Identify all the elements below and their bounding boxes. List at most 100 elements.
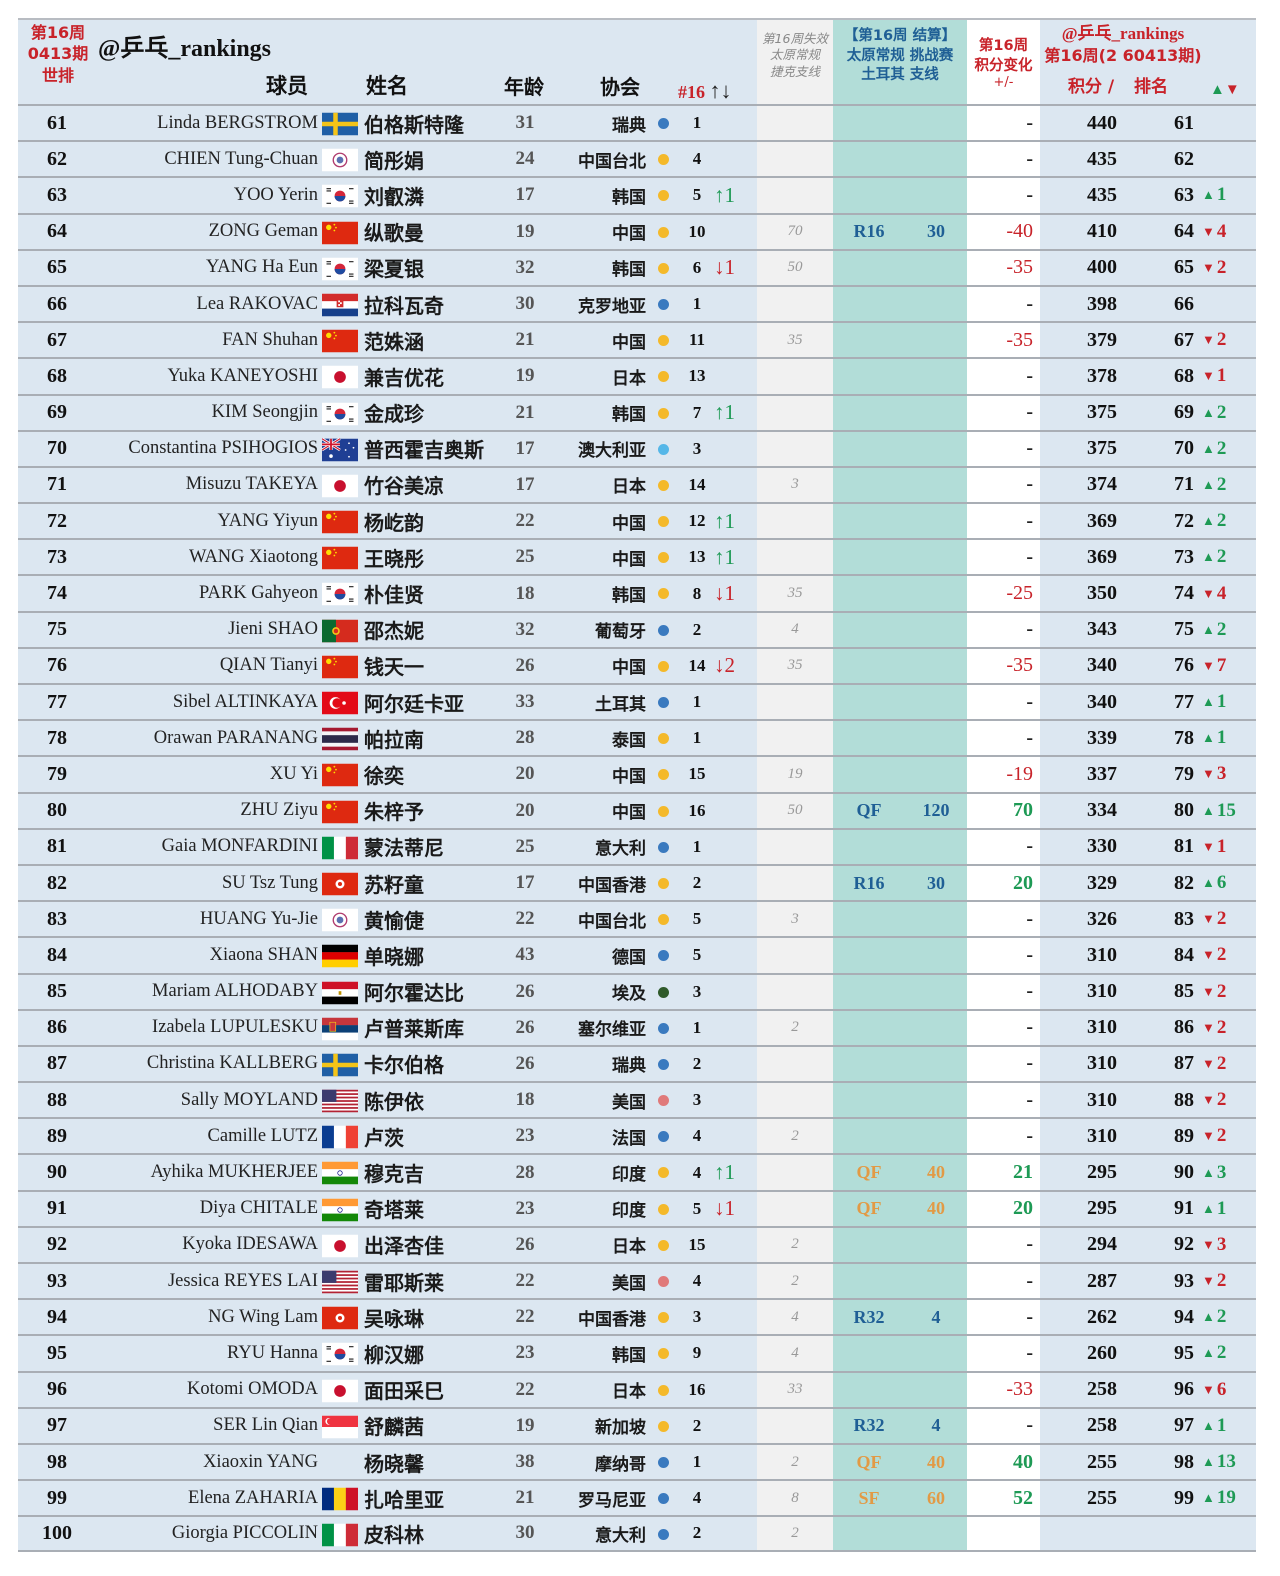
settlement-points: 4	[931, 1415, 941, 1436]
expired-points	[757, 540, 833, 574]
total-points: 334	[1087, 799, 1117, 822]
national-rank-change: ↑1	[714, 508, 735, 533]
table-row: 100 Giorgia PICCOLIN 皮科林 30 意大利 2 2	[18, 1515, 1256, 1552]
world-rank: 63	[47, 183, 67, 206]
association-dot-icon	[658, 1167, 669, 1179]
new-rank: 69	[1174, 401, 1194, 424]
rank-change: ▲ 1	[1202, 691, 1227, 713]
national-rank: 7	[692, 402, 702, 422]
player-name-zh: 金成珍	[364, 402, 424, 427]
settlement-points	[905, 685, 967, 719]
table-row: 66 Lea RAKOVAC 拉科瓦奇 30 克罗地亚 1 - 398 66	[18, 284, 1256, 321]
player-name-zh: 单晓娜	[364, 944, 424, 969]
rank-change: ▼ 3	[1202, 763, 1227, 785]
italy-flag-icon	[322, 836, 358, 860]
player-name-en: Linda BERGSTROM	[157, 112, 318, 133]
portugal-flag-icon	[322, 619, 358, 643]
rank-change: ▼ 2	[1202, 1016, 1227, 1038]
world-rank: 93	[47, 1269, 67, 1292]
player-name-en: Kyoka IDESAWA	[182, 1234, 318, 1255]
player-name-zh: 伯格斯特隆	[364, 112, 464, 137]
korea-flag-icon	[322, 184, 358, 208]
new-rank: 88	[1174, 1088, 1194, 1111]
total-points: 255	[1087, 1486, 1117, 1509]
new-rank: 67	[1174, 328, 1194, 351]
table-row: 77 Sibel ALTINKAYA 阿尔廷卡亚 33 土耳其 1 - 340 77 ▲ 1	[18, 683, 1256, 719]
points-change: -25	[1006, 582, 1033, 605]
association: 中国	[612, 549, 646, 570]
new-rank: 76	[1174, 654, 1194, 677]
table-row: 86 Izabela LUPULESKU 卢普莱斯库 26 塞尔维亚 1 2 - 310 86 ▼ 2	[18, 1008, 1256, 1045]
world-rank: 89	[47, 1124, 67, 1147]
national-rank-change: ↓2	[714, 653, 735, 678]
national-rank: 15	[688, 1234, 706, 1254]
national-rank: 4	[692, 1126, 702, 1146]
national-rank: 1	[692, 1452, 702, 1472]
association-dot-icon	[658, 154, 669, 166]
total-points: 294	[1087, 1233, 1117, 1256]
rank-change: ▼ 1	[1202, 365, 1227, 387]
player-name-en: Elena ZAHARIA	[188, 1487, 318, 1508]
rank-change: ▲ 2	[1202, 401, 1227, 423]
expired-points	[757, 830, 833, 864]
turkey-flag-icon	[322, 691, 358, 715]
national-rank-change: ↓1	[714, 255, 735, 280]
association-dot-icon	[658, 1456, 669, 1468]
settlement-points	[905, 975, 967, 1009]
age: 25	[515, 835, 535, 857]
settlement-points	[905, 1264, 967, 1298]
national-rank: 8	[692, 583, 702, 603]
player-name-en: QIAN Tianyi	[219, 655, 318, 676]
expired-points	[757, 106, 833, 140]
association: 瑞典	[612, 1056, 646, 1077]
player-name-en: Yuka KANEYOSHI	[167, 365, 318, 386]
association-dot-icon	[658, 552, 669, 564]
association-dot-icon	[658, 371, 669, 383]
china-flag-icon	[322, 800, 358, 824]
age: 17	[515, 437, 535, 459]
points-change: 52	[1013, 1486, 1033, 1509]
points-change: 20	[1013, 871, 1033, 894]
player-name-zh: 朱梓予	[364, 800, 424, 825]
player-name-en: YANG Yiyun	[217, 510, 318, 531]
association-dot-icon	[658, 1239, 669, 1251]
points-change: -	[1026, 147, 1033, 170]
singapore-flag-icon	[322, 1415, 358, 1439]
col-nat-rank: #16 ↑↓	[678, 78, 732, 103]
age: 26	[515, 1233, 535, 1255]
points-change: -19	[1006, 762, 1033, 785]
expired-points: 4	[791, 621, 799, 638]
new-rank: 72	[1174, 509, 1194, 532]
new-rank: 78	[1174, 726, 1194, 749]
settlement-points	[905, 287, 967, 321]
player-name-en: WANG Xiaotong	[189, 546, 318, 567]
rank-change: ▼ 4	[1202, 220, 1227, 242]
settlement-round	[833, 396, 905, 430]
settlement-points	[905, 1373, 967, 1407]
settlement-points: 120	[922, 800, 950, 821]
new-rank: 98	[1174, 1450, 1194, 1473]
world-rank: 62	[47, 147, 67, 170]
association-dot-icon	[658, 1420, 669, 1432]
age: 19	[515, 1414, 535, 1436]
col-assoc: 协会	[600, 75, 640, 99]
points-change: -35	[1006, 328, 1033, 351]
settlement-points: 30	[927, 872, 945, 893]
player-name-zh: 兼吉优花	[364, 365, 444, 390]
settlement-round	[833, 938, 905, 972]
age: 23	[515, 1197, 535, 1219]
expired-points: 4	[791, 1344, 799, 1361]
expired-points: 2	[791, 1127, 799, 1144]
table-row: 65 YANG Ha Eun 梁夏银 32 韩国 6 ↓1 50 -35 400 65 ▼ 2	[18, 248, 1256, 285]
association: 泰国	[612, 730, 646, 751]
association: 日本	[612, 477, 646, 498]
chinese-taipei-flag-icon	[322, 148, 358, 172]
serbia-flag-icon	[322, 1017, 358, 1041]
national-rank: 1	[692, 692, 702, 712]
association-dot-icon	[658, 841, 669, 853]
total-points: 329	[1087, 871, 1117, 894]
new-rank: 82	[1174, 871, 1194, 894]
association: 韩国	[612, 405, 646, 426]
association: 韩国	[612, 1345, 646, 1366]
table-row: 72 YANG Yiyun 杨屹韵 22 中国 12 ↑1 - 369 72 ▲ 2	[18, 502, 1256, 538]
